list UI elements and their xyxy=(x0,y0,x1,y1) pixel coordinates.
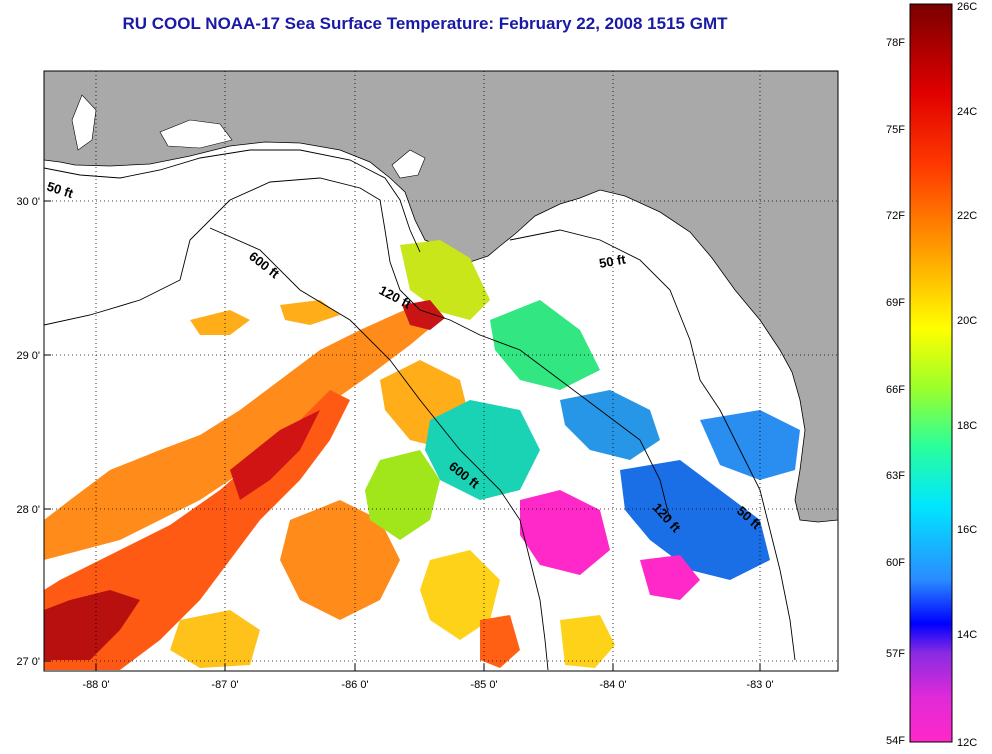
colorbar-c-label: 26C xyxy=(957,1,977,13)
bay-inlet xyxy=(159,119,233,149)
longitude-label: -83 0' xyxy=(746,679,773,691)
colorbar-c-label: 16C xyxy=(957,524,977,536)
contour-label: 50 ft xyxy=(598,251,628,271)
colorbar-c-label: 12C xyxy=(957,737,977,749)
latitude-label: 29 0' xyxy=(16,350,40,362)
colorbar-f-label: 63F xyxy=(886,470,905,482)
colorbar-c-labels: 26C 24C 22C 20C 18C 16C 14C 12C xyxy=(957,1,977,749)
graticule xyxy=(44,71,838,671)
latitude-label: 28 0' xyxy=(16,504,40,516)
colorbar-c-label: 18C xyxy=(957,420,977,432)
contour-50ft-west xyxy=(43,149,421,253)
longitude-label: -88 0' xyxy=(82,679,109,691)
colorbar-c-label: 14C xyxy=(957,629,977,641)
colorbar-f-labels: 78F 75F 72F 69F 66F 63F 60F 57F 54F xyxy=(886,37,905,747)
contour-600ft xyxy=(209,227,549,671)
colorbar-c-label: 20C xyxy=(957,315,977,327)
contour-50ft-east xyxy=(509,229,796,661)
colorbar-gradient xyxy=(909,3,953,743)
map-title: RU COOL NOAA-17 Sea Surface Temperature:… xyxy=(122,14,728,33)
longitude-label: -87 0' xyxy=(211,679,238,691)
latitude-label: 30 0' xyxy=(16,196,40,208)
contour-120ft xyxy=(43,177,671,521)
longitude-label: -86 0' xyxy=(341,679,368,691)
sst-data-layer xyxy=(44,240,800,670)
latitude-label: 27 0' xyxy=(16,656,40,668)
bathymetry-contours xyxy=(43,149,796,671)
map-frame xyxy=(43,70,839,672)
bay-inlet xyxy=(391,149,426,179)
axis-ticks xyxy=(44,200,761,671)
bay-inlet xyxy=(71,94,97,151)
land-mass xyxy=(44,71,838,523)
colorbar-c-label: 24C xyxy=(957,106,977,118)
colorbar-f-label: 69F xyxy=(886,297,905,309)
colorbar-f-label: 78F xyxy=(886,37,905,49)
colorbar-f-label: 66F xyxy=(886,384,905,396)
colorbar-c-label: 22C xyxy=(957,210,977,222)
longitude-label: -84 0' xyxy=(599,679,626,691)
colorbar-f-label: 75F xyxy=(886,124,905,136)
longitude-label: -85 0' xyxy=(470,679,497,691)
colorbar-f-label: 54F xyxy=(886,735,905,747)
colorbar-f-label: 60F xyxy=(886,557,905,569)
colorbar-f-label: 72F xyxy=(886,210,905,222)
colorbar-f-label: 57F xyxy=(886,648,905,660)
